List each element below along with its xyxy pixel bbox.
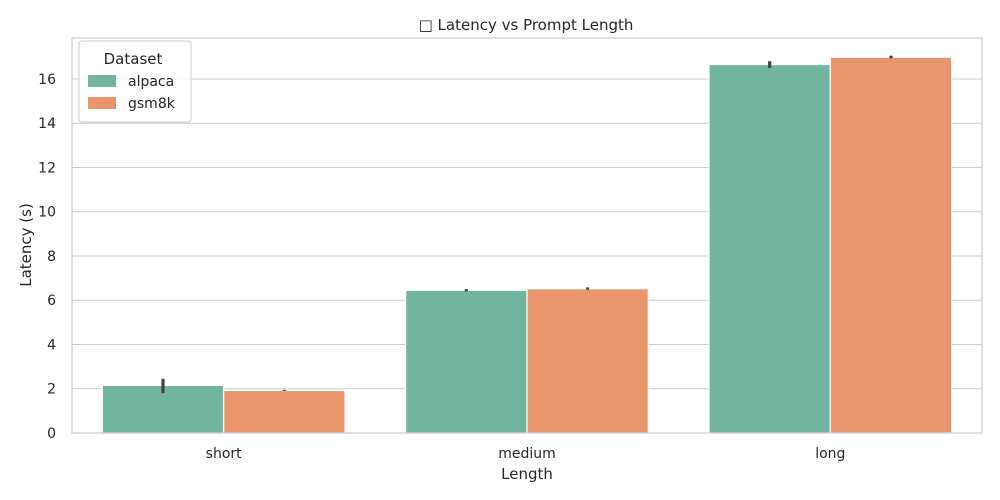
legend-title: Dataset bbox=[104, 50, 163, 68]
x-tick-label: medium bbox=[498, 446, 556, 462]
y-tick-label: 14 bbox=[38, 116, 56, 132]
y-tick-label: 2 bbox=[47, 382, 56, 398]
plot-frame bbox=[71, 37, 983, 434]
y-tick-label: 6 bbox=[47, 293, 56, 309]
error-bars bbox=[161, 55, 893, 394]
legend: Dataset alpaca gsm8k bbox=[78, 40, 192, 123]
x-axis-title: Length bbox=[501, 465, 553, 483]
y-tick-label: 4 bbox=[47, 337, 56, 353]
bar-gsm8k-medium bbox=[526, 288, 649, 434]
bars bbox=[101, 56, 953, 434]
y-tick-label: 8 bbox=[47, 249, 56, 265]
y-tick-label: 16 bbox=[38, 72, 56, 88]
bar-gsm8k-short bbox=[223, 389, 346, 434]
x-tick-labels: short medium long bbox=[206, 446, 846, 462]
y-tick-labels: 0 2 4 6 8 10 12 14 16 bbox=[38, 72, 56, 442]
chart-title: □ Latency vs Prompt Length bbox=[419, 16, 634, 34]
legend-label-gsm8k: gsm8k bbox=[128, 96, 176, 112]
legend-swatch-gsm8k bbox=[88, 97, 116, 109]
bar-gsm8k-long bbox=[829, 56, 953, 434]
y-tick-label: 12 bbox=[38, 160, 56, 176]
bar-alpaca-short bbox=[101, 384, 225, 434]
bar-alpaca-long bbox=[708, 63, 831, 434]
bar-alpaca-medium bbox=[405, 289, 528, 434]
x-tick-label: short bbox=[206, 446, 242, 462]
y-axis-title: Latency (s) bbox=[17, 203, 35, 287]
y-tick-label: 0 bbox=[47, 426, 56, 442]
legend-label-alpaca: alpaca bbox=[128, 74, 174, 90]
legend-swatch-alpaca bbox=[88, 75, 116, 87]
y-tick-label: 10 bbox=[38, 205, 56, 221]
x-tick-label: long bbox=[815, 446, 845, 462]
